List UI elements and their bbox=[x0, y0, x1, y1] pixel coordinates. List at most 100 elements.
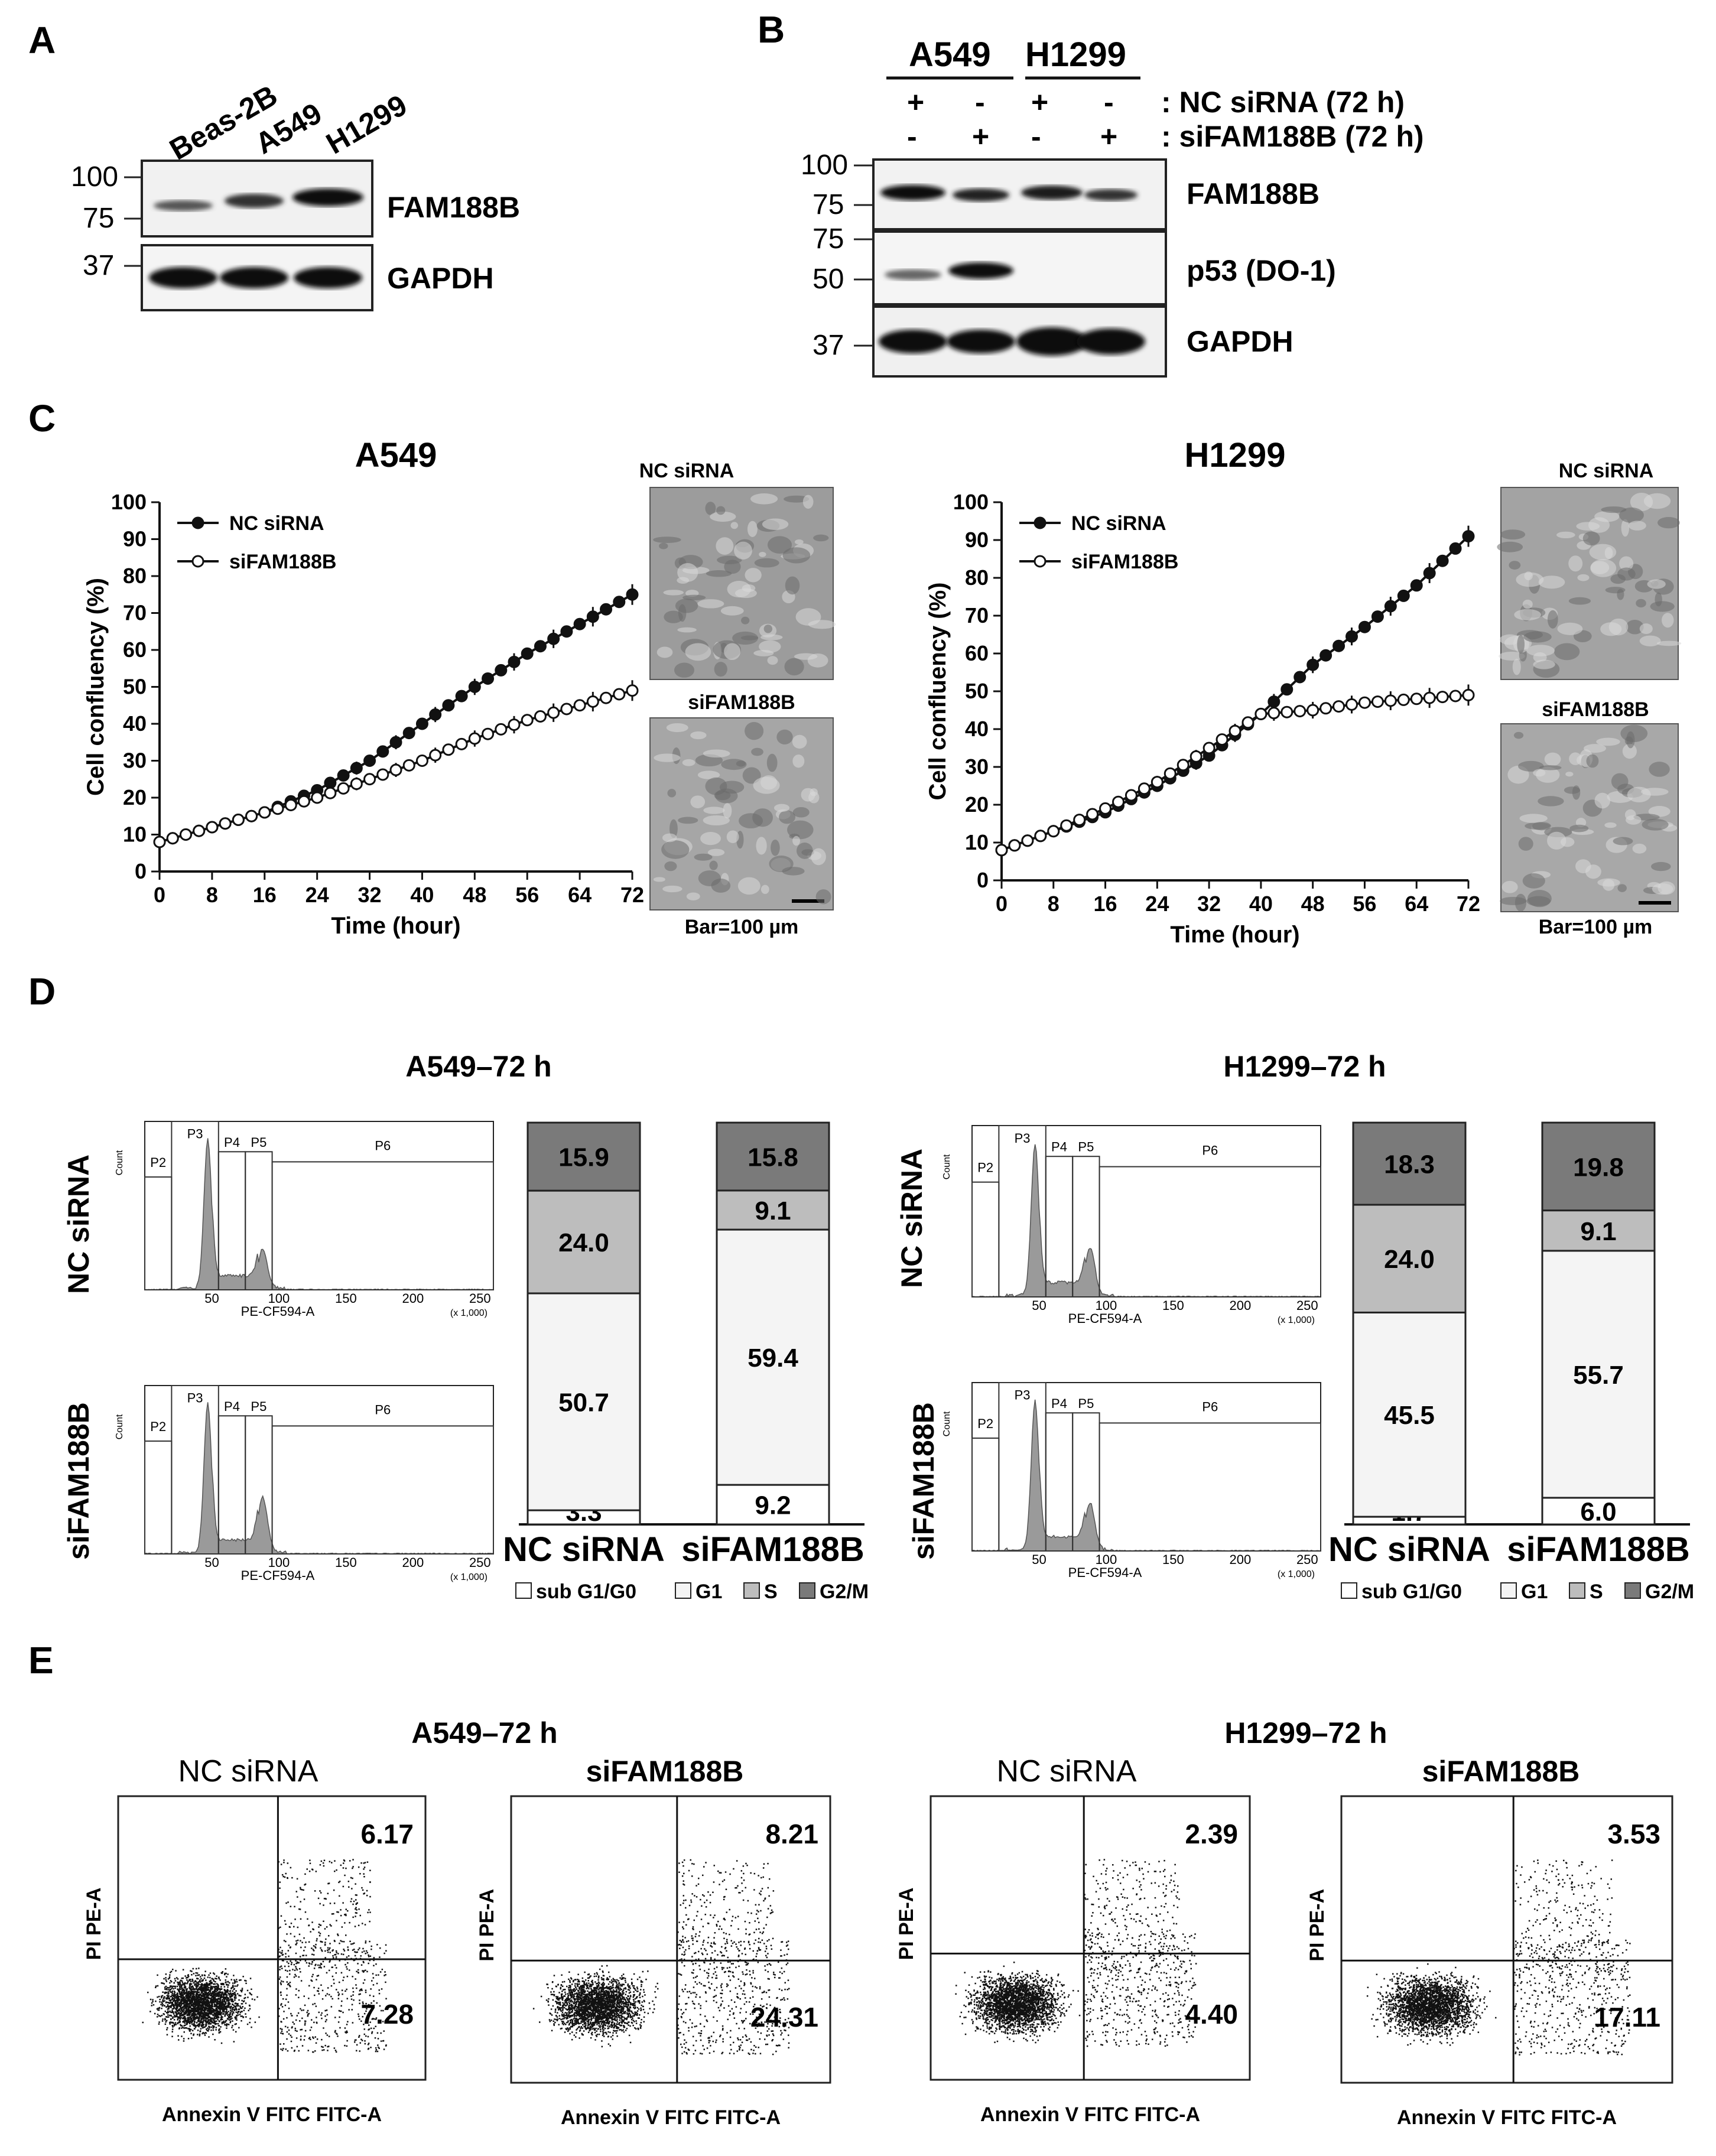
data-point bbox=[206, 821, 219, 834]
cell-shape bbox=[1502, 880, 1518, 893]
data-point bbox=[363, 755, 376, 767]
cell-shape bbox=[654, 753, 681, 762]
stack-value-label: 6.0 bbox=[1580, 1497, 1616, 1526]
data-point bbox=[1306, 658, 1320, 671]
gate-label: P5 bbox=[251, 1135, 266, 1150]
cell-shape bbox=[754, 558, 779, 568]
legend-label: G1 bbox=[696, 1581, 722, 1603]
cell-shape bbox=[706, 570, 732, 577]
cell-shape bbox=[740, 635, 759, 640]
data-point bbox=[534, 640, 547, 653]
data-point bbox=[1332, 700, 1346, 713]
legend-marker bbox=[1034, 555, 1046, 568]
flow-x-tick: 50 bbox=[1032, 1298, 1046, 1313]
gate-label: P6 bbox=[375, 1138, 391, 1153]
data-point bbox=[1138, 782, 1150, 795]
data-point bbox=[442, 699, 455, 712]
cell-shape bbox=[760, 884, 769, 895]
cell-shape bbox=[1643, 493, 1671, 509]
legend-swatch bbox=[1569, 1582, 1585, 1599]
cell-shape bbox=[785, 576, 800, 595]
scatter-dots bbox=[142, 1859, 387, 2053]
y-tick-label: 40 bbox=[123, 711, 147, 736]
data-point bbox=[415, 755, 428, 767]
band-label-b-fam188b: FAM188B bbox=[1187, 177, 1320, 210]
cell-shape bbox=[1500, 896, 1527, 905]
panel-a-blot-gapdh bbox=[141, 244, 373, 311]
flow-x-label: PE-CF594-A bbox=[241, 1568, 315, 1583]
data-point bbox=[455, 690, 468, 703]
cell-shape bbox=[1519, 814, 1548, 823]
cell-shape bbox=[1590, 561, 1610, 574]
data-point bbox=[376, 745, 389, 758]
svg-text:100: 100 bbox=[801, 149, 848, 181]
data-point bbox=[547, 632, 560, 645]
cell-shape bbox=[1582, 531, 1600, 546]
cell-shape bbox=[1647, 579, 1666, 589]
data-point bbox=[258, 806, 271, 819]
cell-shape bbox=[1611, 773, 1629, 790]
y-tick-label: 70 bbox=[965, 603, 989, 627]
data-point bbox=[1164, 767, 1176, 780]
data-point bbox=[1150, 776, 1164, 789]
x-tick-label: 72 bbox=[620, 883, 644, 907]
cell-shape bbox=[1536, 766, 1560, 783]
legend-swatch bbox=[743, 1582, 760, 1599]
y-tick-label: 90 bbox=[965, 528, 989, 552]
data-point bbox=[350, 762, 363, 775]
legend-label: sub G1/G0 bbox=[1361, 1581, 1462, 1603]
data-point bbox=[1047, 825, 1060, 838]
flow-x-tick: 100 bbox=[268, 1291, 290, 1306]
cell-shape bbox=[726, 830, 739, 844]
scatter-dots bbox=[955, 1859, 1197, 2047]
data-point bbox=[1294, 705, 1306, 718]
cell-shape bbox=[1538, 575, 1565, 589]
apoptosis-title-h1299: H1299–72 h bbox=[1224, 1716, 1387, 1749]
cell-shape bbox=[703, 815, 730, 826]
micro-label-nc-h1299: NC siRNA bbox=[1559, 460, 1654, 482]
cell-shape bbox=[1585, 864, 1601, 879]
cell-shape bbox=[1509, 561, 1521, 570]
cell-shape bbox=[745, 721, 764, 740]
data-point bbox=[1423, 567, 1436, 580]
cell-shape bbox=[792, 835, 800, 846]
y-tick-label: 60 bbox=[965, 641, 989, 665]
svg-text:-: - bbox=[975, 86, 985, 119]
svg-text:+: + bbox=[1031, 86, 1048, 119]
cell-shape bbox=[1500, 529, 1526, 540]
flow-x-tick: 100 bbox=[1096, 1298, 1117, 1313]
data-point bbox=[508, 655, 521, 668]
data-point bbox=[1112, 795, 1124, 808]
cell-shape bbox=[666, 723, 688, 733]
cell-shape bbox=[1517, 760, 1544, 772]
cell-shape bbox=[674, 662, 694, 678]
y-tick-label: 50 bbox=[123, 675, 147, 699]
y-tick-label: 10 bbox=[123, 822, 147, 847]
cell-shape bbox=[703, 749, 730, 758]
x-axis-label: Time (hour) bbox=[331, 913, 460, 939]
data-point bbox=[415, 717, 428, 730]
stack-segment-s bbox=[1352, 1204, 1467, 1313]
quadrant-upper-right: 3.53 bbox=[1607, 1819, 1660, 1849]
flow-scale: (x 1,000) bbox=[450, 1572, 488, 1582]
flow-x-tick: 50 bbox=[204, 1555, 219, 1570]
x-tick-label: 32 bbox=[1197, 892, 1221, 916]
cell-shape bbox=[1650, 601, 1675, 612]
legend-swatch bbox=[515, 1582, 532, 1599]
cell-shape bbox=[1533, 659, 1555, 669]
data-point bbox=[1423, 691, 1436, 704]
cell-shape bbox=[670, 819, 678, 838]
cell-shape bbox=[741, 616, 750, 625]
svg-text:+: + bbox=[1100, 120, 1117, 153]
apoptosis-title-a549: A549–72 h bbox=[411, 1716, 557, 1749]
row-label-a549-si: siFAM188B bbox=[62, 1402, 95, 1560]
gate-label: P3 bbox=[187, 1127, 203, 1142]
micro-label-si-a549: siFAM188B bbox=[688, 691, 795, 714]
data-point bbox=[534, 710, 547, 723]
cell-shape bbox=[1626, 731, 1635, 749]
stack-segment-g2m bbox=[526, 1121, 641, 1192]
cell-shape bbox=[1605, 587, 1626, 594]
data-point bbox=[402, 727, 415, 740]
data-point bbox=[1397, 693, 1410, 706]
legend-label: NC siRNA bbox=[229, 512, 324, 535]
